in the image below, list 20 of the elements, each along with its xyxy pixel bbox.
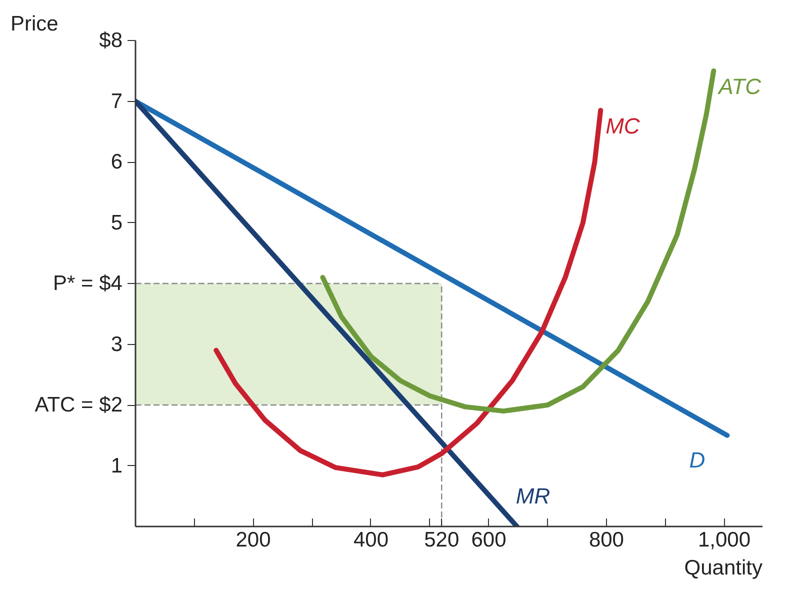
y-tick-label: 5: [110, 211, 123, 234]
y-tick-label: 7: [110, 90, 123, 113]
x-tick-label: 200: [236, 528, 271, 552]
x-tick-label: 800: [588, 528, 624, 552]
x-tick-label: 1,000: [698, 528, 751, 552]
y-tick-label: $8: [99, 29, 122, 52]
x-tick-label: 400: [353, 528, 389, 552]
series-label: MR: [516, 484, 550, 508]
y-tick-label: P* = $4: [53, 272, 123, 295]
y-tick-label: 6: [110, 150, 123, 174]
series-label: D: [689, 447, 706, 472]
series-label: MC: [606, 113, 640, 138]
y-tick-label: 3: [110, 332, 123, 356]
x-tick-label: 600: [471, 528, 506, 552]
x-tick-label: 520: [424, 528, 460, 552]
y-tick-label: 1: [110, 454, 123, 478]
y-tick-label: ATC = $2: [34, 394, 122, 416]
x-axis-title: Quantity: [684, 556, 763, 580]
series-label: ATC: [716, 74, 762, 99]
y-axis-title: Price: [10, 12, 58, 36]
